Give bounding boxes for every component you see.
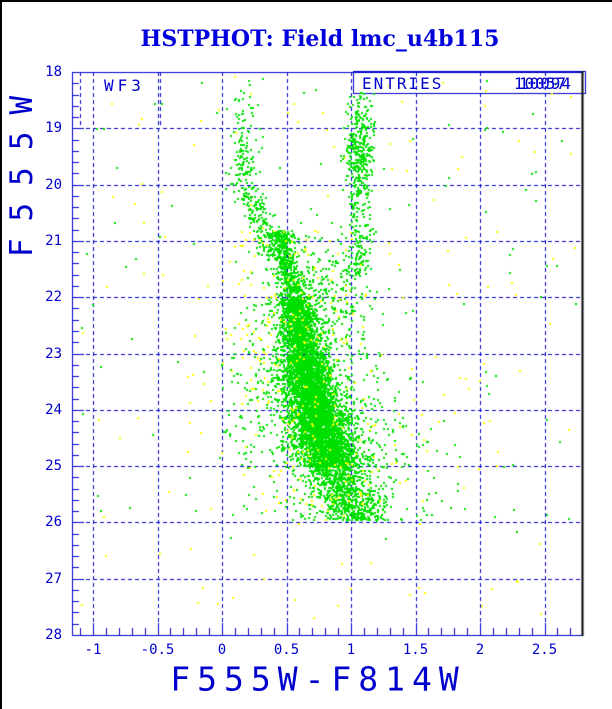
y-tick-label: 20 — [45, 176, 62, 193]
y-tick-label: 24 — [45, 401, 62, 418]
entries-value-primary: 10094 — [518, 74, 572, 93]
y-tick-label: 19 — [45, 120, 62, 137]
y-axis-title: F555W — [4, 78, 40, 258]
entries-value-secondary: 10057 — [513, 74, 567, 93]
y-tick-label: 27 — [45, 570, 62, 587]
y-tick-label: 26 — [45, 514, 62, 531]
detector-label: WF3 — [104, 76, 145, 95]
page-title: HSTPHOT: Field lmc_u4b115 — [140, 26, 500, 52]
x-axis-title: F555W-F814W — [170, 659, 466, 699]
x-tick-label: 0 — [217, 642, 227, 658]
y-tick-label: 28 — [45, 627, 62, 643]
y-tick-label: 23 — [45, 345, 62, 362]
x-tick-label: -1 — [84, 642, 102, 658]
entries-label: ENTRIES — [362, 74, 444, 93]
x-tick-label: 2.5 — [531, 642, 558, 658]
x-tick-label: -0.5 — [140, 642, 175, 658]
x-tick-label: 1.5 — [402, 642, 429, 658]
x-tick-label: 2 — [475, 642, 485, 658]
x-tick-label: 1 — [346, 642, 356, 658]
y-tick-label: 21 — [45, 232, 62, 249]
y-tick-label: 18 — [45, 64, 62, 80]
x-tick-label: 0.5 — [273, 642, 300, 658]
y-tick-label: 25 — [45, 458, 62, 475]
y-tick-label: 22 — [45, 289, 62, 306]
